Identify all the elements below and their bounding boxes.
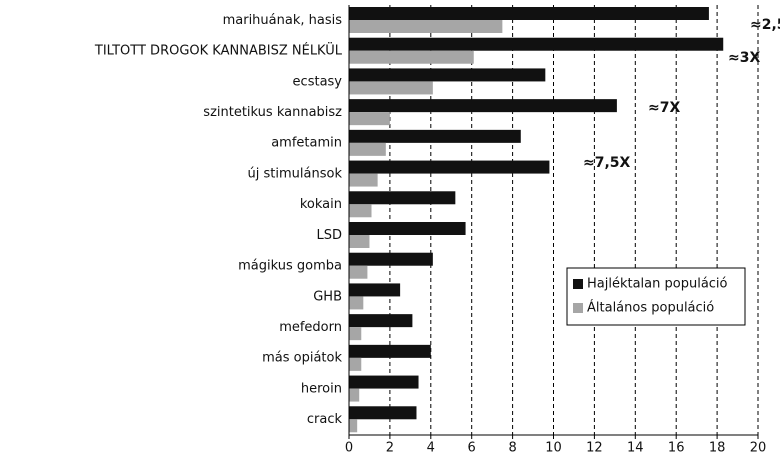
bar [349, 99, 617, 113]
y-tick-label: más opiátok [262, 351, 342, 366]
bar [349, 160, 550, 174]
x-tick-label: 18 [709, 441, 726, 456]
bar [349, 7, 709, 20]
legend-swatch [573, 303, 583, 313]
bar [349, 112, 390, 126]
legend-box [566, 267, 746, 326]
bar [349, 68, 546, 82]
y-tick-label: kokain [300, 197, 342, 212]
y-tick-label: GHB [313, 289, 342, 304]
y-tick-label: ecstasy [293, 74, 343, 89]
y-tick-label: crack [307, 412, 343, 427]
x-tick-label: 0 [345, 441, 353, 456]
x-tick-label: 2 [386, 441, 394, 456]
bar [349, 344, 431, 358]
y-tick-label: szintetikus kannabisz [203, 105, 342, 120]
bar [349, 50, 474, 64]
x-tick-label: 12 [586, 441, 603, 456]
x-tick-label: 14 [627, 441, 644, 456]
bar [349, 129, 521, 143]
annotation: ≈2,5X [750, 17, 780, 33]
annotation: ≈7,5X [583, 155, 631, 171]
bar [349, 419, 358, 433]
bar [349, 222, 466, 235]
x-tick-label: 6 [468, 441, 476, 456]
y-tick-label: új stimulánsok [248, 166, 343, 181]
bar [349, 406, 417, 420]
annotation: ≈3X [728, 50, 760, 66]
y-tick-label: heroin [301, 381, 342, 396]
bar [349, 191, 456, 205]
x-tick-label: 10 [545, 441, 562, 456]
bar [349, 252, 433, 266]
bar [349, 283, 401, 297]
y-tick-label: TILTOTT DROGOK KANNABISZ NÉLKÜL [94, 42, 343, 59]
x-tick-label: 16 [668, 441, 685, 456]
bar [349, 388, 360, 402]
bar [349, 81, 433, 95]
bar [349, 314, 413, 328]
bar [349, 357, 362, 371]
y-tick-label: LSD [316, 228, 342, 243]
y-tick-label: amfetamin [271, 136, 342, 151]
y-tick-label: mágikus gomba [238, 259, 342, 274]
bar [349, 327, 362, 341]
annotation: ≈7X [648, 100, 680, 116]
bar [349, 296, 364, 310]
y-tick-label: marihuának, hasis [223, 13, 343, 28]
bar [349, 37, 724, 51]
legend-label: Általános populáció [587, 300, 714, 316]
x-tick-label: 4 [427, 441, 435, 456]
x-tick-label: 8 [508, 441, 516, 456]
y-tick-label: mefedorn [279, 320, 342, 335]
bar [349, 265, 368, 279]
bar [349, 173, 378, 187]
bar [349, 375, 419, 389]
legend-label: Hajléktalan populáció [587, 277, 728, 292]
bar [349, 235, 370, 248]
bar [349, 20, 503, 33]
x-tick-label: 20 [750, 441, 767, 456]
legend-swatch [573, 279, 583, 289]
bar [349, 204, 372, 218]
bar [349, 142, 386, 156]
